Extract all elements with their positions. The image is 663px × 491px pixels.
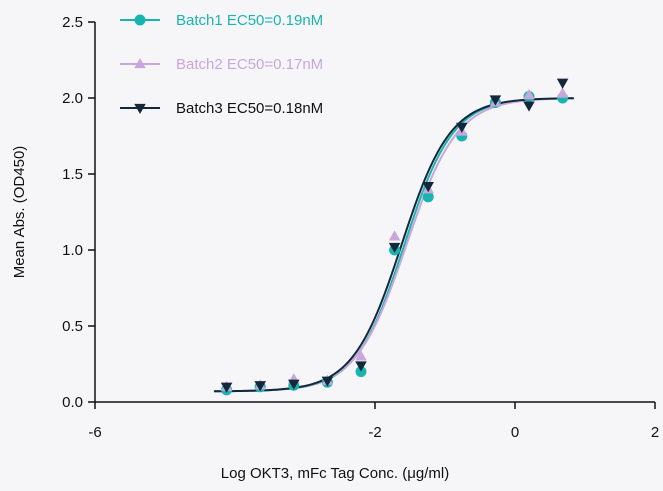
y-tick-label: 1.0 xyxy=(62,242,83,259)
data-point xyxy=(523,88,535,100)
y-axis-label: Mean Abs. (OD450) xyxy=(11,146,28,279)
legend-entry: Batch2 EC50=0.17nM xyxy=(176,56,323,73)
legend-entry: Batch3 EC50=0.18nM xyxy=(176,100,323,117)
data-point xyxy=(254,381,266,392)
x-tick-label: 0 xyxy=(511,424,519,441)
x-tick-label: 2 xyxy=(651,424,659,441)
data-point xyxy=(556,78,569,89)
axes xyxy=(94,22,655,403)
y-tick-label: 0.0 xyxy=(62,394,83,411)
legend: Batch1 EC50=0.19nM Batch2 EC50=0.17nM Batc… xyxy=(120,12,323,117)
data-point xyxy=(388,242,401,254)
legend-swatch-marker xyxy=(134,57,146,69)
data-point xyxy=(489,95,502,106)
data-point xyxy=(220,382,233,393)
data-point xyxy=(388,230,401,241)
data-point xyxy=(355,366,367,378)
data-points xyxy=(220,78,569,396)
x-tick-label: -6 xyxy=(88,424,101,441)
data-point xyxy=(355,350,367,361)
fit-curves xyxy=(213,97,574,393)
x-axis-ticks: -6 -2 0 2 xyxy=(88,402,659,441)
y-tick-label: 2.5 xyxy=(62,14,83,31)
data-point xyxy=(422,191,434,203)
y-tick-label: 1.5 xyxy=(62,166,83,183)
data-point xyxy=(321,376,334,387)
data-point xyxy=(355,361,367,372)
legend-swatch-marker xyxy=(134,103,146,115)
data-point xyxy=(422,182,434,193)
y-tick-label: 2.0 xyxy=(62,90,83,107)
y-axis-ticks: 0.0 0.5 1.0 1.5 2.0 2.5 xyxy=(62,14,95,411)
fit-curve xyxy=(213,97,574,393)
x-axis-label: Log OKT3, mFc Tag Conc. (μg/ml) xyxy=(221,465,449,482)
legend-swatch-marker xyxy=(134,14,146,26)
data-point xyxy=(288,379,300,390)
y-tick-label: 0.5 xyxy=(62,318,83,335)
data-point xyxy=(556,87,569,98)
legend-entry: Batch1 EC50=0.19nM xyxy=(176,12,323,29)
x-tick-label: -2 xyxy=(368,424,381,441)
data-point xyxy=(523,101,535,112)
data-point xyxy=(456,122,468,133)
